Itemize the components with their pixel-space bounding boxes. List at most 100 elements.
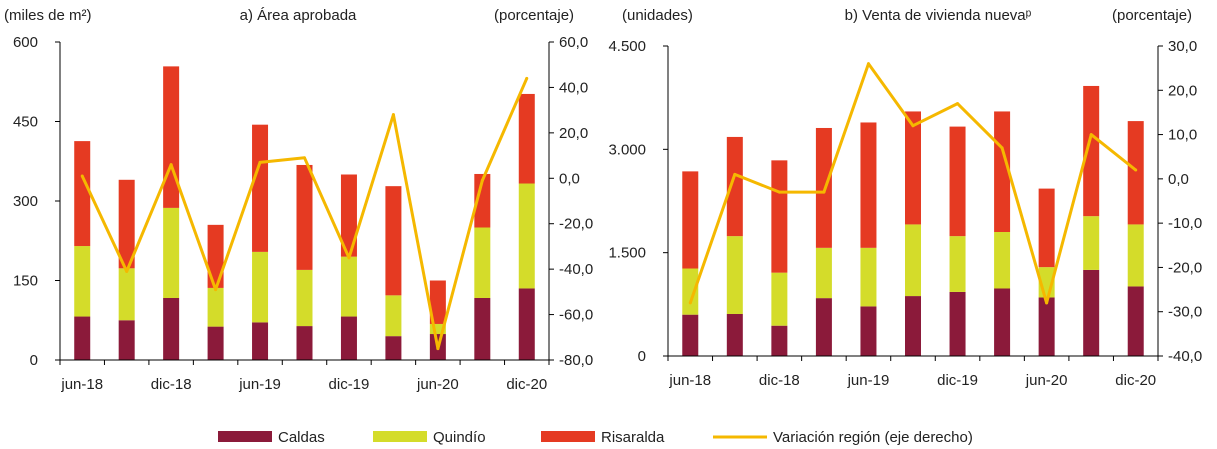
- chart-b-right-tick-label: 30,0: [1168, 38, 1197, 55]
- chart-b-title: b) Venta de vivienda nuevaᵖ: [845, 7, 1032, 24]
- chart-b-bar-risaralda-0: [682, 171, 699, 269]
- chart-a-right-tick-label: -20,0: [559, 216, 593, 233]
- chart-a-bar-quindio-1: [118, 268, 135, 321]
- chart-a-bar-risaralda-0: [74, 141, 91, 247]
- chart-b-bar-risaralda-4: [860, 122, 877, 248]
- legend-label-quindio: Quindío: [433, 429, 486, 446]
- chart-a-variacion-point-8: [436, 347, 440, 351]
- chart-b-variacion-point-8: [1045, 301, 1049, 305]
- chart-a-variacion-point-2: [169, 163, 173, 167]
- chart-venta-vivienda: b) Venta de vivienda nuevaᵖ (unidades) (po…: [608, 7, 1202, 389]
- chart-a-left-tick-label: 600: [13, 34, 38, 51]
- chart-b-left-tick-label: 1.500: [608, 245, 646, 262]
- chart-area-aprobada: a) Área aprobada (miles de m²) (porcentaje…: [4, 7, 593, 393]
- chart-a-bar-risaralda-7: [385, 186, 402, 296]
- chart-a-variacion-point-3: [214, 288, 218, 292]
- chart-b-variacion-point-0: [688, 301, 692, 305]
- chart-b-right-tick-label: -20,0: [1168, 259, 1202, 276]
- chart-b-x-tick-label: jun-20: [1025, 372, 1068, 389]
- chart-a-variacion-point-4: [258, 160, 262, 164]
- chart-a-bar-quindio-7: [385, 295, 402, 337]
- chart-a-bar-risaralda-5: [296, 164, 313, 270]
- chart-b-right-tick-label: -10,0: [1168, 215, 1202, 232]
- chart-b-bar-risaralda-9: [1083, 85, 1100, 217]
- chart-b-variacion-point-10: [1134, 168, 1138, 172]
- chart-a-right-tick-label: 20,0: [559, 125, 588, 142]
- chart-b-bar-caldas-3: [815, 298, 832, 356]
- chart-b-bar-caldas-5: [905, 296, 921, 356]
- chart-b-bar-risaralda-2: [771, 160, 788, 273]
- chart-b-bar-caldas-10: [1127, 286, 1144, 356]
- chart-a-variacion-point-1: [125, 269, 129, 273]
- chart-b-bar-caldas-9: [1083, 269, 1100, 356]
- chart-b-bar-risaralda-7: [994, 111, 1011, 232]
- chart-a-bar-caldas-5: [296, 326, 313, 360]
- chart-a-left-unit: (miles de m²): [4, 7, 92, 24]
- chart-a-bar-quindio-9: [474, 227, 491, 298]
- chart-b-bar-caldas-1: [726, 313, 743, 356]
- chart-a-left-tick-label: 450: [13, 114, 38, 131]
- chart-b-right-tick-label: -40,0: [1168, 348, 1202, 365]
- chart-a-variacion-point-0: [80, 174, 84, 178]
- chart-a-right-tick-label: 0,0: [559, 170, 580, 187]
- chart-a-bar-caldas-0: [74, 316, 91, 360]
- chart-b-bar-risaralda-10: [1127, 121, 1144, 225]
- chart-b-bar-caldas-7: [994, 288, 1011, 356]
- chart-a-bar-risaralda-9: [474, 173, 491, 228]
- chart-b-variacion-point-4: [866, 62, 870, 66]
- chart-a-variacion-point-6: [347, 256, 351, 260]
- chart-b-variacion-point-1: [733, 172, 737, 176]
- chart-b-right-tick-label: 20,0: [1168, 82, 1197, 99]
- chart-a-right-tick-label: 40,0: [559, 79, 588, 96]
- chart-a-bar-caldas-9: [474, 297, 491, 360]
- chart-b-right-tick-label: 0,0: [1168, 171, 1189, 188]
- chart-b-bar-caldas-6: [949, 291, 966, 356]
- chart-b-bar-caldas-0: [682, 314, 699, 356]
- legend: Caldas Quindío Risaralda Variación regió…: [218, 429, 973, 446]
- chart-b-right-tick-label: 10,0: [1168, 127, 1197, 144]
- chart-a-right-tick-label: 60,0: [559, 34, 588, 51]
- chart-b-bar-risaralda-5: [905, 111, 921, 225]
- legend-swatch-quindio: [373, 431, 427, 442]
- chart-a-bar-caldas-6: [340, 316, 357, 360]
- chart-a-bar-quindio-5: [296, 269, 313, 327]
- chart-a-bar-quindio-0: [74, 246, 91, 317]
- chart-a-right-tick-label: -40,0: [559, 261, 593, 278]
- chart-a-bar-risaralda-8: [429, 280, 446, 324]
- chart-b-bar-quindio-9: [1083, 216, 1100, 270]
- chart-b-bar-quindio-10: [1127, 224, 1144, 287]
- chart-b-left-tick-label: 0: [638, 348, 646, 365]
- chart-a-bar-caldas-7: [385, 336, 402, 360]
- chart-b-bar-quindio-2: [771, 272, 788, 326]
- chart-b-bar-risaralda-1: [726, 136, 743, 237]
- chart-b-variacion-point-2: [777, 190, 781, 194]
- chart-a-bar-risaralda-3: [207, 224, 224, 288]
- chart-b-bar-quindio-1: [726, 236, 743, 314]
- chart-b-right-unit: (porcentaje): [1112, 7, 1192, 24]
- chart-a-x-tick-label: dic-19: [329, 376, 370, 393]
- chart-a-right-tick-label: -60,0: [559, 307, 593, 324]
- chart-a-left-tick-label: 150: [13, 273, 38, 290]
- chart-b-variacion-point-3: [822, 190, 826, 194]
- chart-b-x-tick-label: jun-18: [668, 372, 711, 389]
- chart-a-bar-risaralda-4: [252, 124, 269, 252]
- legend-label-risaralda: Risaralda: [601, 429, 665, 446]
- chart-a-right-tick-label: -80,0: [559, 352, 593, 369]
- chart-a-x-tick-label: jun-19: [238, 376, 281, 393]
- chart-a-bar-quindio-10: [518, 183, 535, 289]
- chart-b-bar-quindio-5: [905, 224, 921, 297]
- chart-b-bar-caldas-2: [771, 325, 788, 356]
- chart-a-bar-caldas-1: [118, 320, 135, 360]
- chart-b-right-tick-label: -30,0: [1168, 304, 1202, 321]
- chart-a-bar-caldas-2: [163, 297, 180, 360]
- chart-b-bar-caldas-8: [1038, 297, 1055, 356]
- chart-a-left-tick-label: 300: [13, 193, 38, 210]
- chart-b-left-unit: (unidades): [622, 7, 693, 24]
- chart-b-x-tick-label: dic-18: [759, 372, 800, 389]
- chart-a-variacion-point-10: [525, 76, 529, 80]
- chart-a-bar-quindio-4: [252, 251, 269, 323]
- chart-a-x-tick-label: dic-18: [151, 376, 192, 393]
- chart-a-bar-risaralda-10: [518, 93, 535, 184]
- chart-a-bar-risaralda-6: [340, 174, 357, 257]
